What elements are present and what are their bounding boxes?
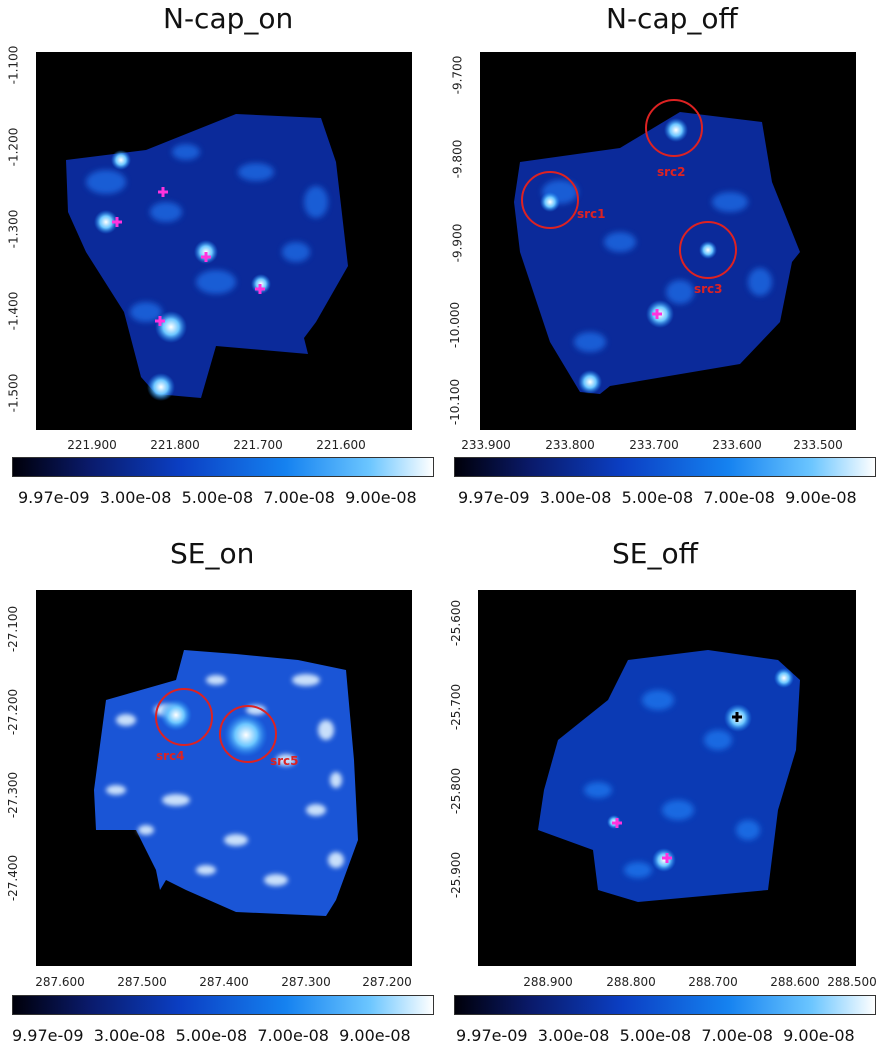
colorbar-tick-labels: 9.97e-09 3.00e-08 5.00e-08 7.00e-08 9.00… [458, 488, 857, 507]
panel-title: SE_off [612, 537, 698, 570]
x-tick-label: 233.500 [793, 438, 843, 452]
y-tick-label: -1.400 [6, 291, 21, 331]
source-label: src5 [270, 754, 299, 768]
colorbar-tick: 5.00e-08 [621, 488, 694, 507]
x-tick-label: 221.800 [150, 438, 200, 452]
intensity-map [478, 590, 856, 966]
colorbar-tick: 7.00e-08 [701, 1026, 773, 1045]
y-tick-label: -27.300 [6, 771, 21, 819]
x-tick-label: 287.300 [281, 975, 331, 989]
x-tick-label: 221.700 [233, 438, 283, 452]
colorbar-tick: 9.97e-09 [458, 488, 530, 507]
colorbar-tick: 9.00e-08 [339, 1026, 411, 1045]
x-tick-label: 287.400 [199, 975, 249, 989]
intensity-map [36, 52, 412, 430]
y-tick-label: -25.600 [449, 599, 464, 647]
colorbar-tick: 7.00e-08 [703, 488, 775, 507]
source-label: src3 [694, 282, 723, 296]
colorbar-tick-labels: 9.97e-09 3.00e-08 5.00e-08 7.00e-08 9.00… [18, 488, 417, 507]
intensity-map [480, 52, 856, 430]
x-tick-label: 288.900 [523, 975, 573, 989]
x-tick-label: 288.800 [606, 975, 656, 989]
colorbar-tick: 5.00e-08 [619, 1026, 692, 1045]
colorbar-tick: 9.97e-09 [12, 1026, 84, 1045]
colorbar-tick: 7.00e-08 [257, 1026, 329, 1045]
colorbar-tick: 3.00e-08 [93, 1026, 166, 1045]
colorbar-tick: 7.00e-08 [263, 488, 335, 507]
y-tick-label: -25.800 [449, 767, 464, 815]
colorbar-tick: 5.00e-08 [181, 488, 254, 507]
y-tick-label: -1.100 [6, 45, 21, 85]
panel-title: SE_on [170, 537, 255, 570]
y-tick-label: -9.900 [450, 223, 465, 263]
source-label: src4 [156, 749, 185, 763]
panel-title: N-cap_on [163, 2, 294, 35]
x-tick-label: 287.200 [362, 975, 412, 989]
x-tick-label: 287.500 [117, 975, 167, 989]
y-tick-label: -10.000 [448, 301, 463, 349]
colorbar-tick: 5.00e-08 [175, 1026, 248, 1045]
colorbar-tick-labels: 9.97e-09 3.00e-08 5.00e-08 7.00e-08 9.00… [12, 1026, 411, 1045]
x-tick-label: 288.500 [827, 975, 877, 989]
x-tick-label: 233.700 [629, 438, 679, 452]
y-tick-label: -25.900 [449, 851, 464, 899]
x-tick-label: 288.700 [688, 975, 738, 989]
y-tick-label: -27.200 [6, 688, 21, 736]
colorbar [454, 995, 876, 1015]
x-tick-label: 288.600 [770, 975, 820, 989]
panel-title: N-cap_off [606, 2, 738, 35]
y-tick-label: -1.300 [6, 209, 21, 249]
colorbar-tick: 3.00e-08 [537, 1026, 610, 1045]
x-tick-label: 233.900 [461, 438, 511, 452]
colorbar-tick-labels: 9.97e-09 3.00e-08 5.00e-08 7.00e-08 9.00… [456, 1026, 855, 1045]
colorbar-tick: 9.00e-08 [345, 488, 417, 507]
x-tick-label: 233.600 [712, 438, 762, 452]
y-tick-label: -9.700 [450, 55, 465, 95]
y-tick-label: -9.800 [450, 139, 465, 179]
colorbar-tick: 3.00e-08 [99, 488, 172, 507]
colorbar [454, 457, 876, 477]
x-tick-label: 287.600 [35, 975, 85, 989]
y-tick-label: -1.500 [6, 373, 21, 413]
colorbar-tick: 9.97e-09 [456, 1026, 528, 1045]
x-tick-label: 233.800 [545, 438, 595, 452]
source-circle-src1 [521, 171, 579, 229]
y-tick-label: -1.200 [6, 127, 21, 167]
colorbar-tick: 3.00e-08 [539, 488, 612, 507]
source-label: src1 [577, 207, 606, 221]
x-tick-label: 221.600 [316, 438, 366, 452]
intensity-map [36, 590, 412, 966]
source-label: src2 [657, 165, 686, 179]
y-tick-label: -27.400 [6, 854, 21, 902]
colorbar [12, 457, 434, 477]
y-tick-label: -10.100 [448, 378, 463, 426]
colorbar-tick: 9.97e-09 [18, 488, 90, 507]
colorbar-tick: 9.00e-08 [785, 488, 857, 507]
y-tick-label: -25.700 [449, 683, 464, 731]
colorbar-tick: 9.00e-08 [783, 1026, 855, 1045]
colorbar [12, 995, 434, 1015]
y-tick-label: -27.100 [6, 605, 21, 653]
x-tick-label: 221.900 [67, 438, 117, 452]
